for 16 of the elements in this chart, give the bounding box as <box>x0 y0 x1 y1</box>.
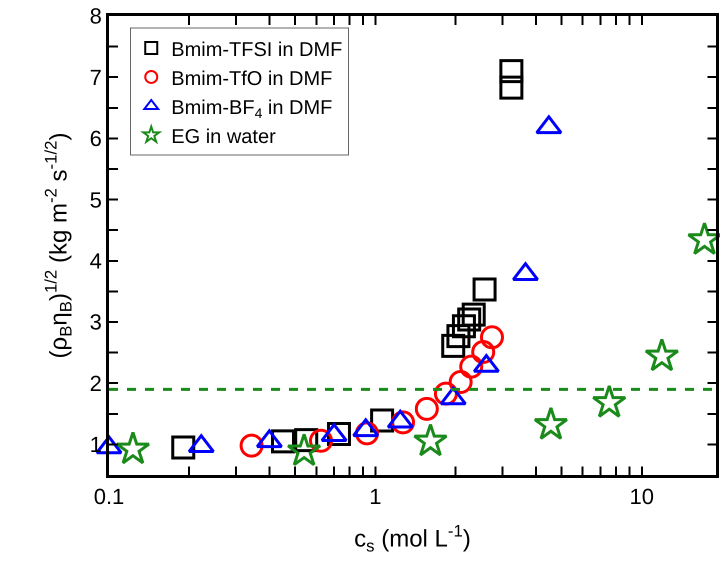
x-tick-label: 0.1 <box>94 484 124 510</box>
y-tick-label: 6 <box>90 126 102 152</box>
legend-label: Bmim-BF$_{4}$ in DMF <box>171 96 332 121</box>
legend-label: EG in water <box>171 126 276 148</box>
x-tick-label: 10 <box>630 484 654 510</box>
y-tick-label: 8 <box>90 4 102 29</box>
x-axis-title: c$_{s}$ (mol L$^{-1}$) <box>354 521 471 556</box>
y-tick-label: 3 <box>90 310 102 335</box>
y-tick-label: 7 <box>90 64 102 90</box>
x-tick-label: 1 <box>369 484 382 510</box>
legend-label: Bmim-TfO in DMF <box>171 68 332 90</box>
y-tick-label: 4 <box>90 248 102 274</box>
legend-label: Bmim-TFSI in DMF <box>171 38 342 61</box>
y-tick-label: 2 <box>90 370 102 396</box>
y-tick-label: 5 <box>90 187 102 212</box>
y-tick-label: 1 <box>90 432 102 458</box>
